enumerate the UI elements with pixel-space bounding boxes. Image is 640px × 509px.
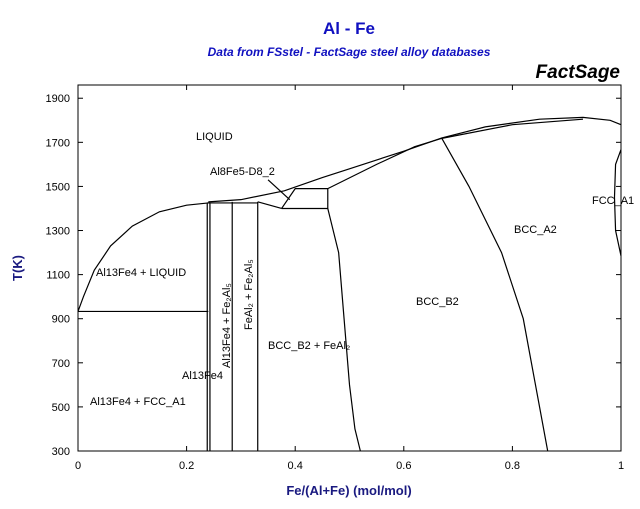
- x-tick-label: 0.4: [288, 460, 303, 472]
- region-label: FCC_A1: [592, 195, 634, 207]
- region-label: Al8Fe5-D8_2: [210, 166, 275, 178]
- y-tick-label: 1100: [46, 270, 70, 282]
- x-tick-label: 0: [75, 460, 81, 472]
- x-axis-label: Fe/(Al+Fe) (mol/mol): [286, 483, 411, 498]
- region-label: LIQUID: [196, 131, 233, 143]
- plot-frame: [77, 84, 622, 452]
- phase-boundary: [267, 179, 291, 201]
- region-label: BCC_A2: [514, 224, 557, 236]
- y-tick-label: 1500: [46, 181, 70, 193]
- phase-boundary: [257, 201, 282, 210]
- phase-boundary: [327, 208, 361, 452]
- region-label: FeAl₂ + Fe₂Al₅: [243, 259, 255, 330]
- y-tick-label: 300: [52, 446, 70, 458]
- x-tick-label: 0.2: [179, 460, 194, 472]
- x-tick-label: 0.8: [505, 460, 520, 472]
- y-tick-label: 500: [52, 402, 70, 414]
- region-label: Al13Fe4 + Fe₂Al₅: [221, 283, 233, 368]
- chart-subtitle: Data from FSstel - FactSage steel alloy …: [208, 45, 491, 59]
- y-tick-label: 900: [52, 314, 70, 326]
- y-tick-label: 1900: [46, 93, 70, 105]
- y-tick-label: 1700: [46, 137, 70, 149]
- x-tick-label: 1: [618, 460, 624, 472]
- region-label: Al13Fe4: [182, 370, 223, 382]
- phase-boundary: [77, 202, 209, 312]
- phase-boundary: [281, 188, 329, 210]
- phase-boundary: [327, 118, 584, 190]
- y-axis-label: T(K): [10, 255, 25, 281]
- phase-boundary: [208, 116, 622, 203]
- region-label: BCC_B2 + FeAl₂: [268, 340, 350, 352]
- y-tick-label: 700: [52, 358, 70, 370]
- phase-boundary: [613, 149, 622, 256]
- phase-boundary: [441, 138, 549, 452]
- brand: FactSage: [536, 62, 621, 83]
- x-tick-label: 0.6: [396, 460, 411, 472]
- chart-title: Al - Fe: [323, 19, 375, 38]
- region-label: Al13Fe4 + FCC_A1: [90, 396, 186, 408]
- y-tick-label: 1300: [46, 226, 70, 238]
- region-label: Al13Fe4 + LIQUID: [96, 267, 186, 279]
- region-label: BCC_B2: [416, 296, 459, 308]
